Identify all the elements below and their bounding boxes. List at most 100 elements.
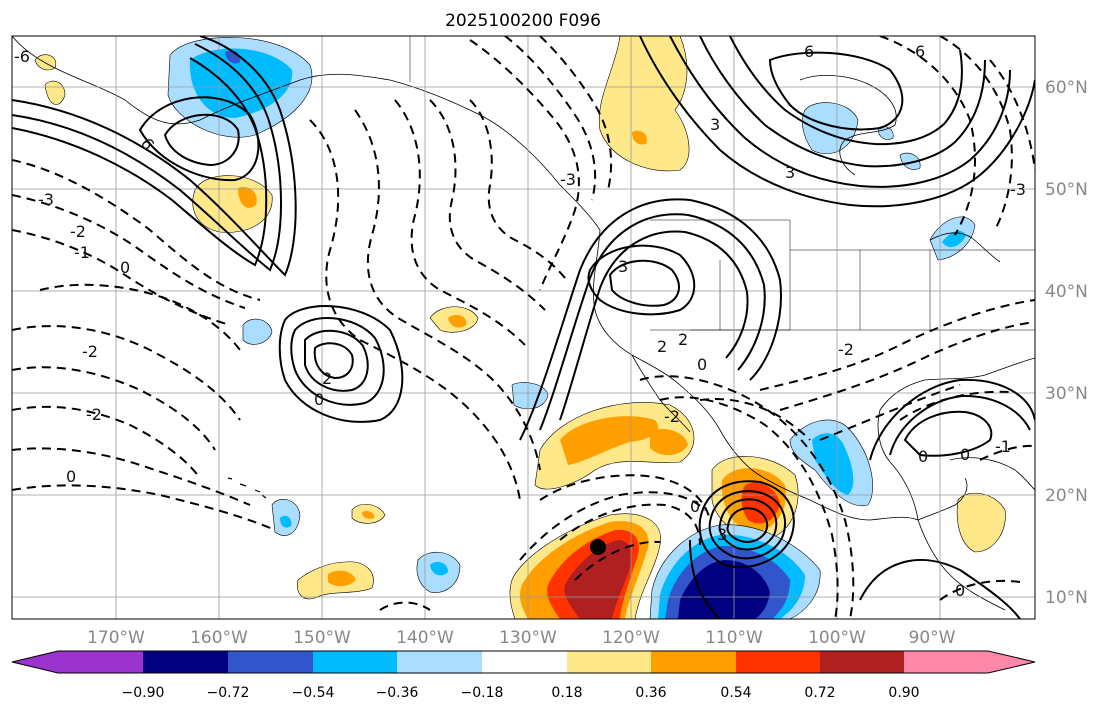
latitude-labels: 60°N 50°N 40°N 30°N 20°N 10°N: [1045, 78, 1088, 608]
lat-label: 30°N: [1045, 384, 1088, 404]
lon-label: 150°W: [293, 628, 351, 648]
contour-label: -1: [995, 437, 1011, 456]
contour-line: [699, 36, 986, 168]
contour-line: [12, 366, 216, 451]
shading-blob: [632, 130, 647, 145]
coastlines: [12, 36, 1035, 611]
contour-line: [639, 36, 1035, 208]
contour-label: -2: [82, 342, 98, 361]
contour-label: 2: [678, 330, 688, 349]
lon-label: 170°W: [87, 628, 145, 648]
contour-line: [669, 36, 1011, 188]
contour-label: 0: [314, 390, 324, 409]
contour-line: [718, 498, 778, 551]
contour-line: [304, 329, 369, 392]
state-border: [719, 250, 931, 330]
contour-line: [768, 51, 904, 131]
colorbar-tick-label: −0.18: [461, 685, 504, 701]
colorbar: [11, 650, 1036, 674]
contour-line: [163, 113, 240, 167]
contour-line: [469, 39, 580, 291]
contour-label: -6: [14, 47, 30, 66]
contour-line: [12, 325, 241, 421]
colorbar-tick-label: −0.36: [376, 685, 419, 701]
map-frame: [11, 35, 1036, 620]
hawaii-islands: [227, 477, 267, 499]
contour-line: [903, 410, 993, 457]
contour-line: [313, 342, 354, 380]
contour-label: 0: [690, 497, 700, 516]
contour-line: [354, 109, 541, 471]
contour-label: 0: [120, 258, 130, 277]
contour-line: [574, 540, 661, 581]
contour-line: [290, 317, 385, 406]
lon-label: 100°W: [808, 628, 866, 648]
colorbar-tick-label: 0.90: [888, 685, 919, 701]
shading-blob: [560, 416, 659, 465]
contour-line: [989, 59, 1035, 171]
contour-line: [12, 194, 246, 309]
contour-line: [539, 213, 766, 431]
lon-label: 160°W: [190, 628, 248, 648]
contour-label: 3: [618, 257, 628, 276]
contour-line: [689, 539, 721, 619]
colorbar-tick-label: −0.72: [207, 685, 250, 701]
contour-line: [869, 378, 1035, 461]
contour-line: [519, 491, 706, 561]
contour-line: [504, 36, 597, 201]
contour-label: -2: [664, 407, 680, 426]
colorbar-bin: [820, 651, 904, 673]
contour-line: [12, 36, 297, 277]
shading-blob: [650, 428, 688, 456]
map-background: [12, 36, 1035, 619]
colorbar-bin: [228, 651, 313, 673]
contour-label: -3: [1010, 180, 1026, 199]
shading-blob: [189, 48, 293, 119]
contour-line: [12, 159, 261, 301]
contour-line: [939, 36, 1013, 231]
contour-label: 0: [66, 467, 76, 486]
contour-label: -3: [560, 170, 576, 189]
contour-label: 3: [717, 525, 727, 544]
contour-label: 3: [710, 115, 720, 134]
contour-label: -2: [838, 340, 854, 359]
contour-line: [859, 559, 1021, 619]
negative-contours: [12, 36, 1035, 619]
contour-label: 0: [960, 445, 970, 464]
contour-line: [12, 229, 231, 326]
contour-line: [469, 99, 566, 279]
contour-line: [309, 119, 521, 501]
colorbar-tick-label: 0.36: [635, 685, 666, 701]
colorbar-bin: [482, 651, 567, 673]
contour-line: [726, 507, 769, 543]
contour-label: -1: [74, 243, 90, 262]
contour-line: [939, 579, 1021, 601]
contour-line: [587, 244, 696, 316]
coastline-hudson: [799, 75, 897, 176]
lat-label: 50°N: [1045, 180, 1088, 200]
contour-label: -2: [70, 222, 86, 241]
colorbar-tick-label: 0.54: [720, 685, 751, 701]
contour-line: [539, 474, 711, 521]
contour-line: [708, 490, 786, 560]
contour-label: 0: [697, 355, 707, 374]
lon-label: 130°W: [499, 628, 557, 648]
contour-line: [699, 398, 811, 441]
shading-blob: [362, 510, 375, 519]
colorbar-bin: [313, 651, 397, 673]
contour-line: [608, 259, 680, 307]
contour-line: [138, 96, 260, 182]
contour-label: 0: [918, 447, 928, 466]
contour-label: 3: [785, 163, 795, 182]
colorbar-high-extension: [988, 651, 1035, 673]
longitude-labels: 170°W 160°W 150°W 140°W 130°W 120°W 110°…: [87, 628, 956, 648]
colorbar-bin: [143, 651, 228, 673]
colorbar-bin: [58, 651, 143, 673]
contour-label: 6: [915, 42, 925, 61]
lon-label: 120°W: [602, 628, 660, 648]
shading-blob: [448, 314, 467, 328]
contour-line: [729, 36, 963, 146]
lat-label: 10°N: [1045, 588, 1088, 608]
contour-label: 0: [955, 581, 965, 600]
